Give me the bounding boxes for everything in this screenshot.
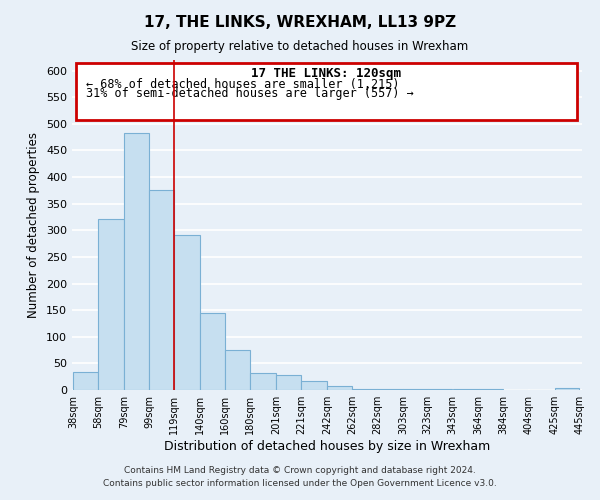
Bar [250, 373, 276, 390]
Bar [149, 190, 174, 390]
Text: Contains HM Land Registry data © Crown copyright and database right 2024.
Contai: Contains HM Land Registry data © Crown c… [103, 466, 497, 487]
Text: 17, THE LINKS, WREXHAM, LL13 9PZ: 17, THE LINKS, WREXHAM, LL13 9PZ [144, 15, 456, 30]
Bar [124, 133, 149, 390]
Bar [301, 381, 327, 390]
Bar [276, 374, 301, 390]
Bar [98, 218, 124, 390]
Y-axis label: Number of detached properties: Number of detached properties [28, 132, 40, 318]
Text: Size of property relative to detached houses in Wrexham: Size of property relative to detached ho… [131, 40, 469, 53]
Bar [327, 386, 352, 390]
X-axis label: Distribution of detached houses by size in Wrexham: Distribution of detached houses by size … [164, 440, 490, 453]
Bar [225, 350, 250, 390]
Text: ← 68% of detached houses are smaller (1,215): ← 68% of detached houses are smaller (1,… [86, 78, 399, 90]
Text: 31% of semi-detached houses are larger (557) →: 31% of semi-detached houses are larger (… [86, 87, 413, 100]
Bar [352, 389, 377, 390]
Text: 17 THE LINKS: 120sqm: 17 THE LINKS: 120sqm [251, 67, 401, 80]
Bar [174, 235, 200, 390]
FancyBboxPatch shape [76, 62, 577, 120]
Bar [555, 388, 580, 390]
Bar [73, 372, 98, 390]
Bar [200, 313, 225, 390]
